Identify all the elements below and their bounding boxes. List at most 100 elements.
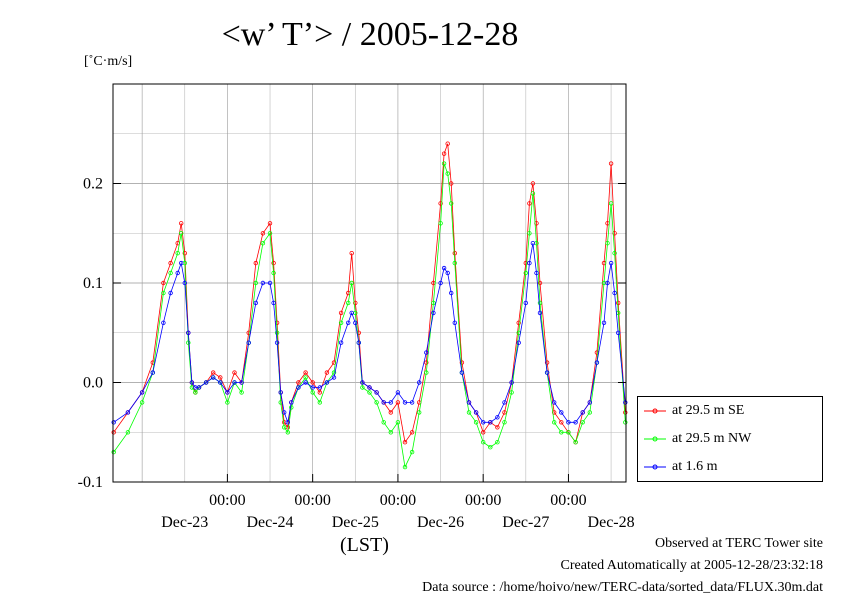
data-point xyxy=(601,320,607,325)
data-point xyxy=(260,280,266,286)
data-point xyxy=(289,405,294,410)
data-point xyxy=(516,340,521,345)
footer-created: Created Automatically at 2005-12-28/23:3… xyxy=(560,558,823,573)
data-point xyxy=(289,400,294,405)
data-point xyxy=(296,385,301,390)
data-point xyxy=(608,260,614,266)
data-point xyxy=(278,390,283,395)
y-tick-label: 0.0 xyxy=(83,375,103,392)
data-point xyxy=(605,280,610,286)
data-point xyxy=(178,221,184,226)
data-point xyxy=(296,380,301,385)
data-point xyxy=(196,385,202,390)
data-point xyxy=(225,400,230,405)
data-point xyxy=(381,400,386,405)
x-time-label: 00:00 xyxy=(209,492,245,509)
data-point xyxy=(395,400,401,405)
grid-lines xyxy=(113,84,626,483)
data-point xyxy=(537,310,543,316)
data-point xyxy=(111,430,116,435)
data-point xyxy=(417,380,422,385)
data-point xyxy=(502,420,507,425)
data-point xyxy=(481,430,486,435)
data-point xyxy=(580,420,585,425)
legend-swatch-surface xyxy=(644,464,666,470)
data-point xyxy=(360,385,365,390)
data-point xyxy=(303,380,308,385)
data-point xyxy=(168,270,173,276)
data-point xyxy=(449,290,454,296)
data-point xyxy=(409,449,415,455)
data-point xyxy=(282,410,287,415)
data-point xyxy=(210,370,216,375)
data-point xyxy=(161,280,166,286)
data-point xyxy=(481,420,486,425)
data-point xyxy=(346,300,351,306)
data-point xyxy=(502,400,507,405)
data-point xyxy=(544,370,550,375)
data-point xyxy=(417,410,422,415)
data-point xyxy=(616,330,621,335)
data-point xyxy=(559,420,564,425)
data-point xyxy=(580,410,585,415)
data-point xyxy=(466,410,472,415)
data-point xyxy=(509,390,514,395)
data-point xyxy=(182,250,187,256)
data-point xyxy=(168,260,173,266)
data-point xyxy=(530,240,536,246)
data-point xyxy=(495,425,500,430)
data-point xyxy=(431,310,436,316)
data-point xyxy=(459,370,465,375)
data-point xyxy=(608,161,614,166)
y-tick-label: -0.1 xyxy=(78,474,103,491)
data-point xyxy=(182,280,187,286)
data-point xyxy=(310,385,315,390)
data-point xyxy=(317,385,322,390)
data-point xyxy=(605,240,610,246)
data-point xyxy=(310,390,315,395)
data-point xyxy=(441,265,447,271)
data-point xyxy=(402,464,408,470)
data-point xyxy=(374,400,379,405)
data-point xyxy=(438,280,443,286)
legend-label-surface: at 1.6 m xyxy=(672,459,718,474)
data-point xyxy=(544,360,550,365)
data-point xyxy=(178,260,184,266)
data-point xyxy=(623,400,628,405)
footer-site: Observed at TERC Tower site xyxy=(654,536,823,551)
data-point xyxy=(282,425,287,430)
data-point xyxy=(253,300,258,306)
data-point xyxy=(424,360,429,365)
legend-label-se: at 29.5 m SE xyxy=(672,403,745,418)
data-point xyxy=(246,340,251,345)
data-point xyxy=(168,290,173,296)
data-point xyxy=(175,250,180,256)
data-point xyxy=(218,380,223,385)
x-time-label: 00:00 xyxy=(380,492,416,509)
data-point xyxy=(449,201,454,206)
data-point xyxy=(271,300,276,306)
data-point xyxy=(353,300,358,306)
data-point xyxy=(317,390,322,395)
data-point xyxy=(516,320,521,325)
data-point xyxy=(431,300,436,306)
data-point xyxy=(193,390,198,395)
data-point xyxy=(303,375,308,380)
data-point xyxy=(495,415,500,420)
data-point xyxy=(502,410,507,415)
series-line xyxy=(113,243,626,424)
data-point xyxy=(523,300,528,306)
data-point xyxy=(338,340,344,345)
data-point xyxy=(285,430,290,435)
legend-swatch-nw xyxy=(644,436,666,442)
data-point xyxy=(452,260,457,266)
data-point xyxy=(139,390,145,395)
x-time-label: 00:00 xyxy=(294,492,330,509)
data-point xyxy=(260,240,266,246)
x-axis-label: (LST) xyxy=(340,534,389,556)
legend-label-nw: at 29.5 m NW xyxy=(672,431,752,446)
series-2 xyxy=(111,240,628,425)
legend: at 29.5 m SE at 29.5 m NW at 1.6 m xyxy=(637,396,823,482)
data-point xyxy=(537,280,543,286)
